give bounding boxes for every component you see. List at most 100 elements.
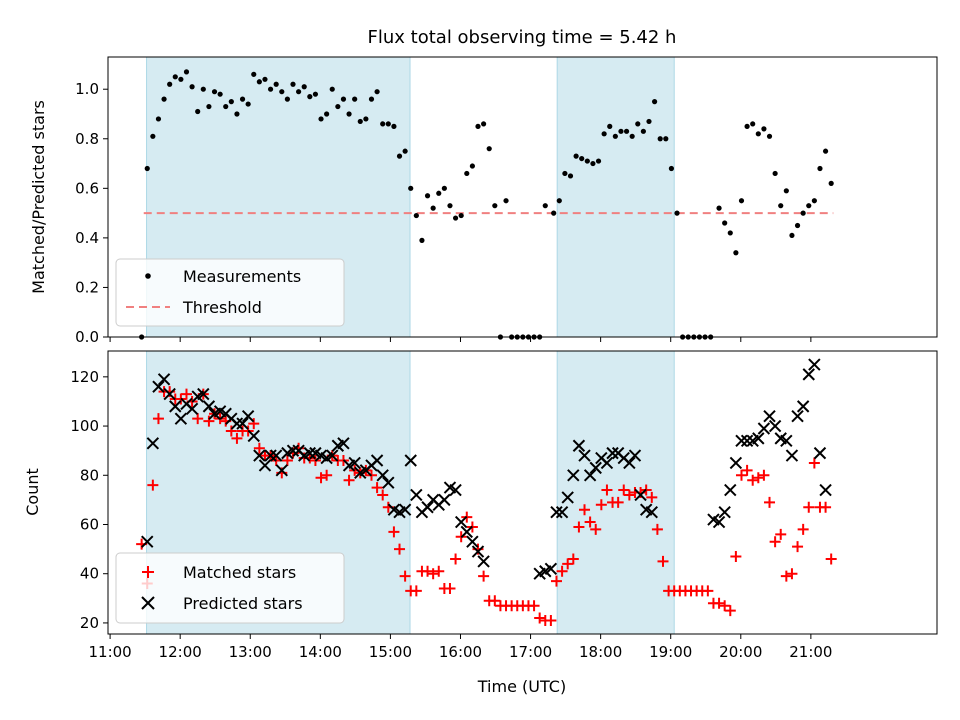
x-tick-label-6: 17:00 <box>509 643 552 661</box>
predicted-star-point-53 <box>438 493 451 507</box>
measurement-point-12 <box>206 103 212 110</box>
matched-star-point-83 <box>601 484 613 496</box>
x-tick-label-2: 13:00 <box>229 643 272 661</box>
measurement-point-1 <box>144 165 150 172</box>
predicted-star-point-98 <box>796 400 810 413</box>
predicted-star-point-59 <box>471 545 485 558</box>
measurement-point-27 <box>290 81 296 87</box>
matched-star-point-81 <box>590 523 602 535</box>
top-y-axis-label: Matched/Predicted stars <box>29 100 48 294</box>
measurement-point-30 <box>307 94 313 100</box>
predicted-star-point-17 <box>236 417 249 430</box>
matched-star-point-77 <box>567 553 579 565</box>
matched-star-point-49 <box>410 585 422 597</box>
predicted-stars-series <box>141 358 832 580</box>
measurements-series <box>139 69 834 340</box>
measurement-point-13 <box>211 89 218 95</box>
predicted-star-point-10 <box>197 387 210 401</box>
predicted-star-point-93 <box>768 419 782 433</box>
measurement-point-61 <box>481 121 487 127</box>
top-panel-ticks: 0.0 0.2 0.4 0.6 0.8 1.0 <box>75 80 812 346</box>
matched-star-point-93 <box>657 555 669 567</box>
measurement-point-77 <box>573 153 579 159</box>
predicted-star-point-88 <box>740 434 754 448</box>
measurement-point-60 <box>475 123 481 129</box>
measurement-point-115 <box>789 232 795 239</box>
matched-star-point-52 <box>427 568 439 580</box>
legend-measurements-label: Measurements <box>183 267 301 286</box>
measurement-point-95 <box>674 210 680 216</box>
measurement-point-83 <box>607 123 613 129</box>
predicted-star-point-46 <box>398 503 412 516</box>
matched-star-point-115 <box>780 570 792 582</box>
predicted-star-point-85 <box>724 483 737 497</box>
predicted-star-point-29 <box>303 446 317 460</box>
predicted-star-point-92 <box>763 410 776 423</box>
measurement-point-26 <box>284 96 290 102</box>
matched-star-point-110 <box>752 472 764 484</box>
measurement-point-59 <box>469 163 475 169</box>
predicted-star-point-5 <box>169 400 182 413</box>
predicted-star-point-74 <box>606 446 619 460</box>
predicted-star-point-42 <box>376 469 389 482</box>
matched-star-point-82 <box>595 499 607 511</box>
measurement-point-17 <box>234 111 240 117</box>
matched-star-point-106 <box>730 550 742 562</box>
measurement-point-94 <box>668 165 675 172</box>
y-tick-label-0: 0.0 <box>75 328 99 346</box>
y-tick-label-1: 40 <box>80 565 99 583</box>
matched-star-point-21 <box>253 442 265 454</box>
measurement-point-34 <box>329 86 335 92</box>
y-tick-label-5: 120 <box>70 368 99 386</box>
measurement-point-32 <box>318 116 324 122</box>
measurement-point-63 <box>492 203 498 209</box>
matched-star-point-91 <box>646 491 658 503</box>
shaded-interval-1 <box>556 56 675 338</box>
predicted-star-point-90 <box>752 432 765 445</box>
matched-star-point-103 <box>713 597 725 609</box>
predicted-star-point-100 <box>808 358 821 371</box>
matched-star-point-17 <box>231 432 243 444</box>
matched-star-point-8 <box>180 388 192 400</box>
measurement-point-50 <box>419 237 425 243</box>
predicted-star-point-63 <box>544 562 558 575</box>
x-tick-label-8: 19:00 <box>649 643 692 661</box>
measurement-point-29 <box>301 84 307 90</box>
shaded-interval-1 <box>556 350 675 635</box>
legend-matched-label: Matched stars <box>183 563 296 582</box>
predicted-star-point-95 <box>780 434 793 448</box>
matched-star-point-71 <box>534 612 546 624</box>
top-panel-frame <box>107 56 938 338</box>
predicted-star-point-23 <box>269 449 283 462</box>
matched-star-point-70 <box>528 600 540 612</box>
measurement-point-116 <box>794 222 801 229</box>
matched-star-point-101 <box>702 585 714 597</box>
predicted-star-point-78 <box>628 449 642 462</box>
predicted-star-point-86 <box>729 456 743 470</box>
predicted-star-point-71 <box>589 461 602 475</box>
chart-title: Flux total observing time = 5.42 h <box>368 27 677 48</box>
measurement-point-36 <box>340 96 347 102</box>
matched-star-point-51 <box>422 565 434 577</box>
predicted-star-point-48 <box>410 488 423 502</box>
measurement-point-6 <box>172 74 178 80</box>
predicted-star-point-79 <box>634 488 647 502</box>
measurement-point-31 <box>312 91 319 97</box>
predicted-star-point-57 <box>460 525 473 539</box>
measurement-point-88 <box>635 121 641 127</box>
measurement-point-25 <box>279 89 285 95</box>
measurement-point-86 <box>623 128 630 134</box>
bottom-legend-box <box>115 552 345 624</box>
predicted-star-point-67 <box>567 469 580 482</box>
matched-star-point-61 <box>478 570 490 582</box>
measurement-point-48 <box>408 185 414 191</box>
measurement-point-112 <box>772 170 778 177</box>
measurement-point-2 <box>150 133 156 139</box>
predicted-star-point-68 <box>572 439 586 452</box>
predicted-star-point-2 <box>152 380 165 393</box>
x-tick-label-4: 15:00 <box>369 643 412 661</box>
matched-star-point-2 <box>147 479 159 491</box>
measurement-point-107 <box>744 123 750 129</box>
measurement-point-19 <box>245 101 251 107</box>
measurement-point-37 <box>346 111 352 117</box>
